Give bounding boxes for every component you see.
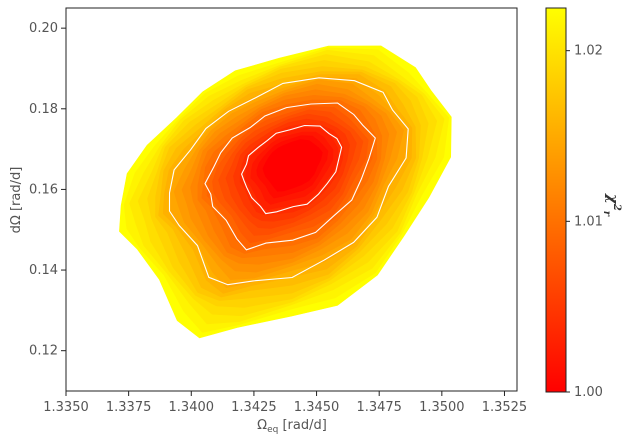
- colorbar-tick-label: 1.02: [574, 44, 603, 59]
- x-axis: 1.3350 1.3375 1.3400 1.3425 1.3450 1.3475 1.35…: [43, 391, 527, 415]
- contour-fill-group: [119, 45, 452, 339]
- colorbar-axis: 1.00 1.01 1.02: [566, 44, 603, 400]
- y-axis: 0.12 0.14 0.16 0.18 0.20: [29, 21, 66, 359]
- y-tick-label: 0.20: [29, 21, 58, 36]
- contour-line: [168, 77, 409, 286]
- plot-frame: [65, 7, 518, 392]
- x-tick-label: 1.3500: [419, 400, 465, 415]
- x-tick-label: 1.3350: [43, 400, 89, 415]
- contour-line: [241, 124, 343, 215]
- contour-line: [204, 102, 376, 251]
- x-tick-label: 1.3525: [482, 400, 528, 415]
- x-tick-label: 1.3475: [356, 400, 402, 415]
- y-tick-label: 0.18: [29, 102, 58, 117]
- x-tick-label: 1.3375: [106, 400, 152, 415]
- x-tick-label: 1.3450: [294, 400, 340, 415]
- colorbar: [545, 7, 567, 393]
- colorbar-label: χ2r: [601, 193, 622, 217]
- y-tick-label: 0.16: [29, 182, 58, 197]
- x-tick-label: 1.3425: [231, 400, 277, 415]
- y-tick-label: 0.14: [29, 263, 58, 278]
- contour-line-group: [168, 77, 409, 286]
- contour-level: [262, 139, 323, 192]
- colorbar-tick-label: 1.01: [574, 214, 603, 229]
- x-axis-label: Ωeq [rad/d]: [257, 418, 327, 435]
- y-tick-label: 0.12: [29, 344, 58, 359]
- y-axis-label: dΩ [rad/d]: [9, 167, 24, 234]
- colorbar-tick-label: 1.00: [574, 385, 603, 400]
- x-tick-label: 1.3400: [169, 400, 215, 415]
